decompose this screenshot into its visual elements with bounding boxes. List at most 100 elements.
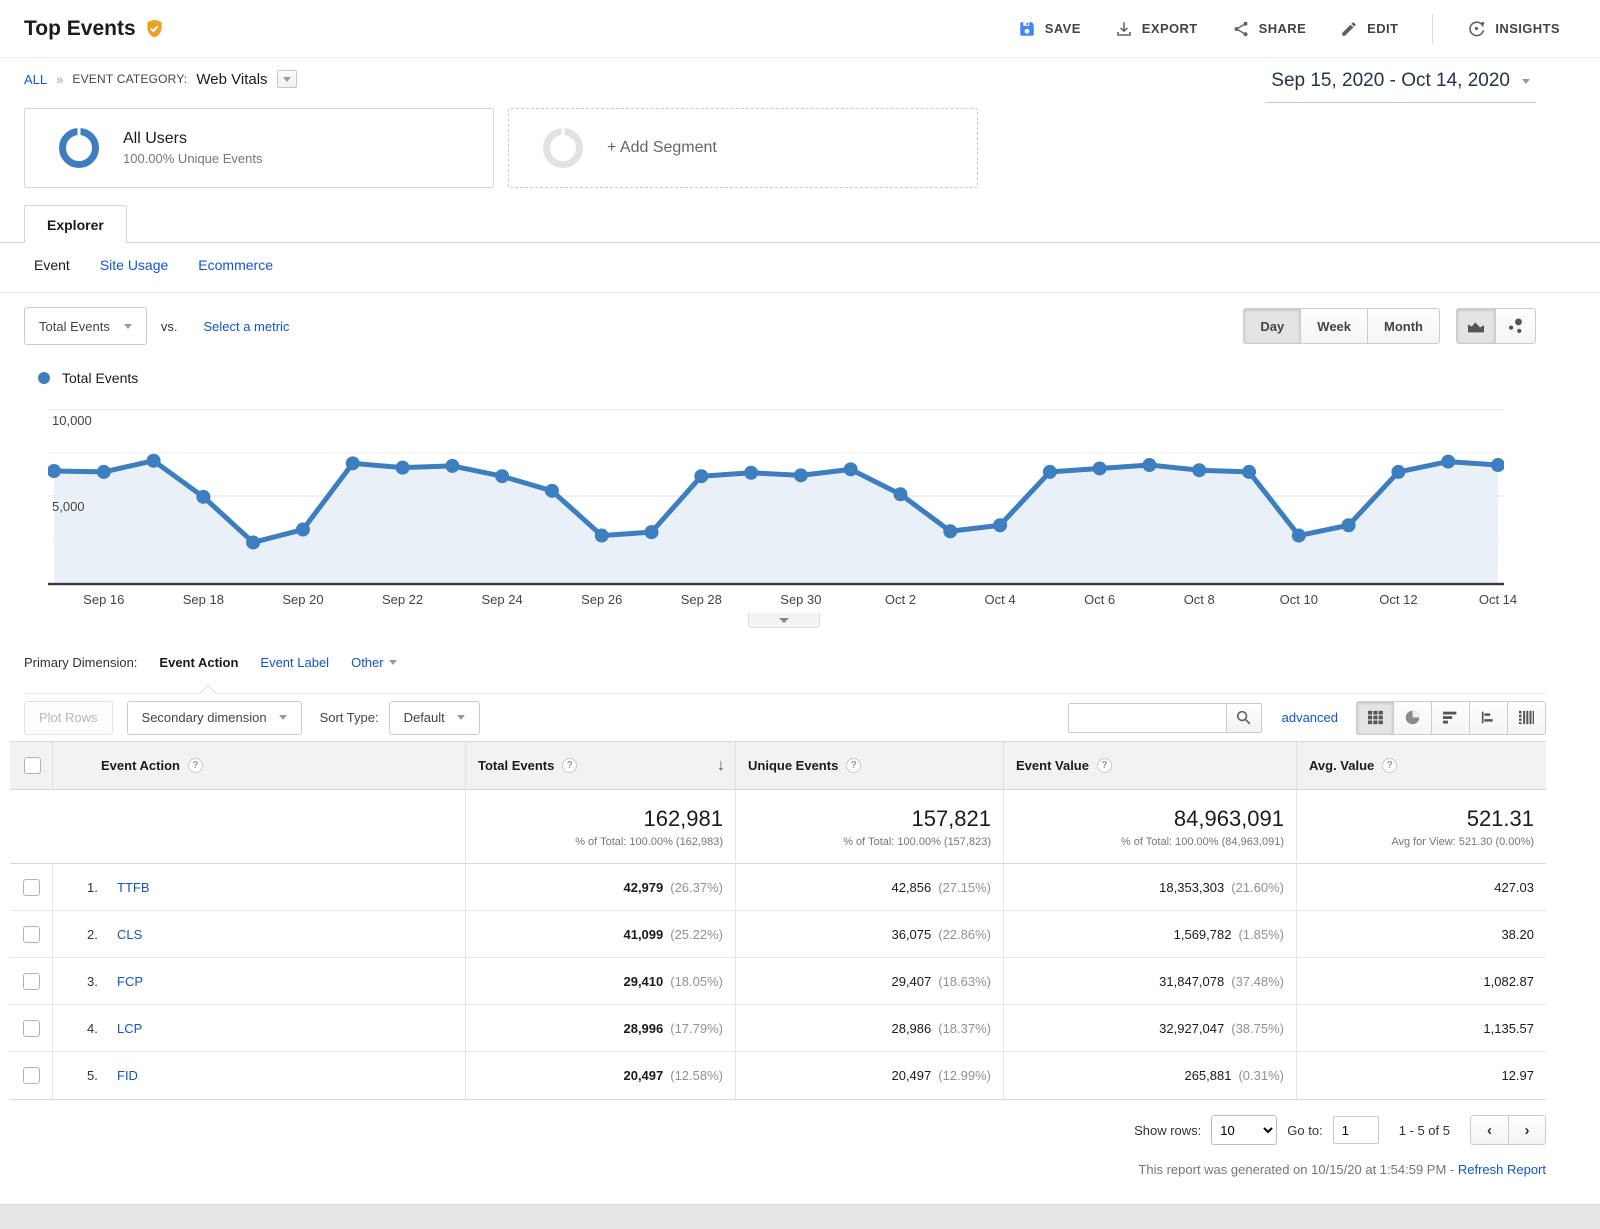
chart-point[interactable]: [1092, 461, 1107, 476]
comparison-view-button[interactable]: [1470, 700, 1508, 735]
granularity-week-button[interactable]: Week: [1301, 308, 1369, 344]
granularity-month-button[interactable]: Month: [1368, 308, 1440, 344]
total-events-pct: (25.22%): [670, 926, 723, 942]
table-row: 1. TTFB 42,979 (26.37%) 42,856 (27.15%) 18,…: [10, 864, 1546, 911]
chart-point[interactable]: [1042, 464, 1057, 479]
pivot-table-icon: [1518, 710, 1535, 725]
advanced-filter-link[interactable]: advanced: [1281, 710, 1338, 725]
chart-point[interactable]: [1341, 518, 1356, 533]
dimension-event-action[interactable]: Event Action: [159, 655, 239, 670]
event-action-link[interactable]: FID: [117, 1068, 138, 1083]
goto-page-input[interactable]: [1332, 1116, 1379, 1144]
segment-all-users[interactable]: All Users 100.00% Unique Events: [24, 108, 494, 188]
chart-point[interactable]: [893, 487, 908, 502]
chart-point[interactable]: [246, 535, 261, 550]
avg-value: 1,082.87: [1483, 973, 1534, 989]
help-icon[interactable]: ?: [846, 758, 862, 773]
motion-chart-view-button[interactable]: [1496, 308, 1536, 344]
help-icon[interactable]: ?: [1096, 758, 1112, 773]
subtab-ecommerce[interactable]: Ecommerce: [198, 257, 273, 273]
chart-collapse-button[interactable]: [748, 613, 820, 628]
help-icon[interactable]: ?: [562, 758, 578, 773]
chart-point[interactable]: [1291, 528, 1306, 543]
metric-selector[interactable]: Total Events: [24, 307, 147, 345]
x-axis-tick-label: Oct 6: [1084, 592, 1116, 607]
insights-button[interactable]: INSIGHTS: [1467, 19, 1560, 38]
previous-page-button[interactable]: ‹: [1470, 1115, 1508, 1145]
chart-point[interactable]: [96, 464, 111, 479]
chart-point[interactable]: [943, 524, 958, 539]
chart-point[interactable]: [445, 458, 460, 473]
chart-point[interactable]: [644, 525, 659, 540]
help-icon[interactable]: ?: [187, 758, 203, 773]
tab-explorer[interactable]: Explorer: [24, 205, 127, 244]
dimension-event-label[interactable]: Event Label: [260, 655, 330, 670]
show-rows-select[interactable]: 10: [1211, 1115, 1278, 1145]
refresh-report-link[interactable]: Refresh Report: [1457, 1162, 1546, 1177]
add-segment-button[interactable]: + Add Segment: [508, 108, 978, 188]
chart-point[interactable]: [146, 453, 161, 468]
chart-point[interactable]: [544, 483, 559, 498]
search-button[interactable]: [1225, 702, 1262, 733]
chart-point[interactable]: [744, 465, 759, 480]
date-range-picker[interactable]: Sep 15, 2020 - Oct 14, 2020: [1265, 70, 1536, 103]
sort-type-selector[interactable]: Default: [388, 700, 480, 735]
column-event-value[interactable]: Event Value ?: [1003, 742, 1296, 789]
secondary-dimension-button[interactable]: Secondary dimension: [126, 700, 302, 735]
line-chart-view-button[interactable]: [1456, 308, 1496, 344]
share-button[interactable]: SHARE: [1232, 20, 1307, 38]
chart-point[interactable]: [47, 464, 61, 479]
chart-point[interactable]: [993, 518, 1008, 533]
event-action-link[interactable]: TTFB: [117, 879, 150, 895]
chart-point[interactable]: [196, 489, 211, 504]
export-button[interactable]: EXPORT: [1115, 20, 1198, 38]
percentage-view-button[interactable]: [1394, 700, 1432, 735]
explorer-subtabs: Event Site Usage Ecommerce: [34, 243, 273, 287]
plot-rows-button[interactable]: Plot Rows: [24, 700, 113, 735]
column-total-events[interactable]: Total Events ? ↓: [465, 742, 735, 789]
event-action-link[interactable]: FCP: [117, 973, 143, 989]
event-action-link[interactable]: CLS: [117, 926, 143, 942]
chart-point[interactable]: [1242, 464, 1257, 479]
column-unique-events[interactable]: Unique Events ?: [735, 742, 1003, 789]
row-checkbox[interactable]: [22, 925, 40, 943]
chart-point[interactable]: [295, 522, 310, 537]
row-checkbox[interactable]: [22, 878, 40, 896]
next-page-button[interactable]: ›: [1508, 1115, 1546, 1145]
unique-events-value: 28,986: [891, 1020, 932, 1036]
row-checkbox[interactable]: [22, 1019, 40, 1037]
row-checkbox[interactable]: [22, 1067, 40, 1084]
subtab-event[interactable]: Event: [34, 257, 70, 273]
chevron-down-icon: [388, 660, 397, 665]
chart-point[interactable]: [495, 469, 510, 484]
subtab-site-usage[interactable]: Site Usage: [99, 257, 169, 273]
chart-point[interactable]: [1192, 463, 1207, 478]
chart-point[interactable]: [594, 528, 609, 543]
chart-point[interactable]: [843, 462, 858, 477]
granularity-day-button[interactable]: Day: [1243, 308, 1302, 344]
pivot-view-button[interactable]: [1508, 700, 1546, 735]
row-checkbox[interactable]: [22, 972, 40, 990]
chart-point[interactable]: [1441, 454, 1456, 469]
column-event-action[interactable]: Event Action ?: [52, 742, 465, 789]
category-dropdown-button[interactable]: [276, 70, 297, 88]
chart-point[interactable]: [395, 460, 410, 475]
dimension-other[interactable]: Other: [351, 655, 397, 670]
breadcrumb-all-link[interactable]: ALL: [24, 71, 48, 87]
help-icon[interactable]: ?: [1382, 758, 1398, 773]
event-action-link[interactable]: LCP: [117, 1020, 143, 1036]
chart-point[interactable]: [345, 456, 360, 471]
save-button[interactable]: SAVE: [1018, 20, 1081, 38]
data-table-view-button[interactable]: [1356, 700, 1394, 735]
search-input[interactable]: [1067, 702, 1226, 733]
performance-view-button[interactable]: [1432, 700, 1470, 735]
chart-point[interactable]: [1391, 464, 1406, 479]
chart-point[interactable]: [694, 469, 709, 484]
edit-button[interactable]: EDIT: [1340, 20, 1398, 38]
chart-point[interactable]: [1142, 458, 1157, 473]
select-all-checkbox[interactable]: [23, 757, 41, 774]
column-avg-value[interactable]: Avg. Value ?: [1296, 742, 1546, 789]
chart-point[interactable]: [1491, 458, 1505, 473]
chart-point[interactable]: [793, 468, 808, 483]
select-metric-link[interactable]: Select a metric: [203, 318, 290, 334]
